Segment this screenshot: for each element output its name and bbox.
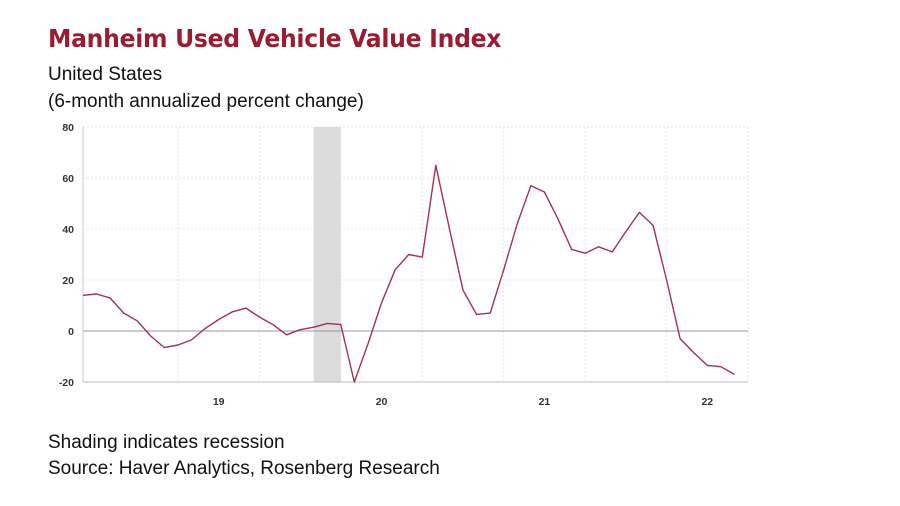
recession-note: Shading indicates recession bbox=[48, 432, 285, 453]
recession-shading bbox=[313, 127, 341, 382]
source-note: Source: Haver Analytics, Rosenberg Resea… bbox=[48, 458, 440, 479]
x-tick-label: 22 bbox=[701, 396, 713, 408]
series-line bbox=[82, 164, 735, 383]
chart-subtitle-units: (6-month annualized percent change) bbox=[48, 91, 364, 112]
y-tick-label: 80 bbox=[62, 122, 74, 134]
recession-shading-layer bbox=[313, 127, 341, 382]
chart-subtitle-region: United States bbox=[48, 64, 163, 85]
x-tick-label: 21 bbox=[539, 396, 551, 408]
y-tick-label: 0 bbox=[68, 326, 74, 338]
axes: -20 0 20 40 60 80 19 20 21 22 bbox=[59, 122, 748, 408]
x-tick-label: 19 bbox=[213, 396, 225, 408]
y-tick-label: 60 bbox=[62, 173, 74, 185]
chart-title: Manheim Used Vehicle Value Index bbox=[48, 24, 502, 53]
y-tick-label: 20 bbox=[62, 275, 74, 287]
y-tick-label: 40 bbox=[62, 224, 74, 236]
y-tick-label: -20 bbox=[59, 377, 74, 389]
x-tick-label: 20 bbox=[376, 396, 388, 408]
series-layer bbox=[82, 164, 735, 383]
